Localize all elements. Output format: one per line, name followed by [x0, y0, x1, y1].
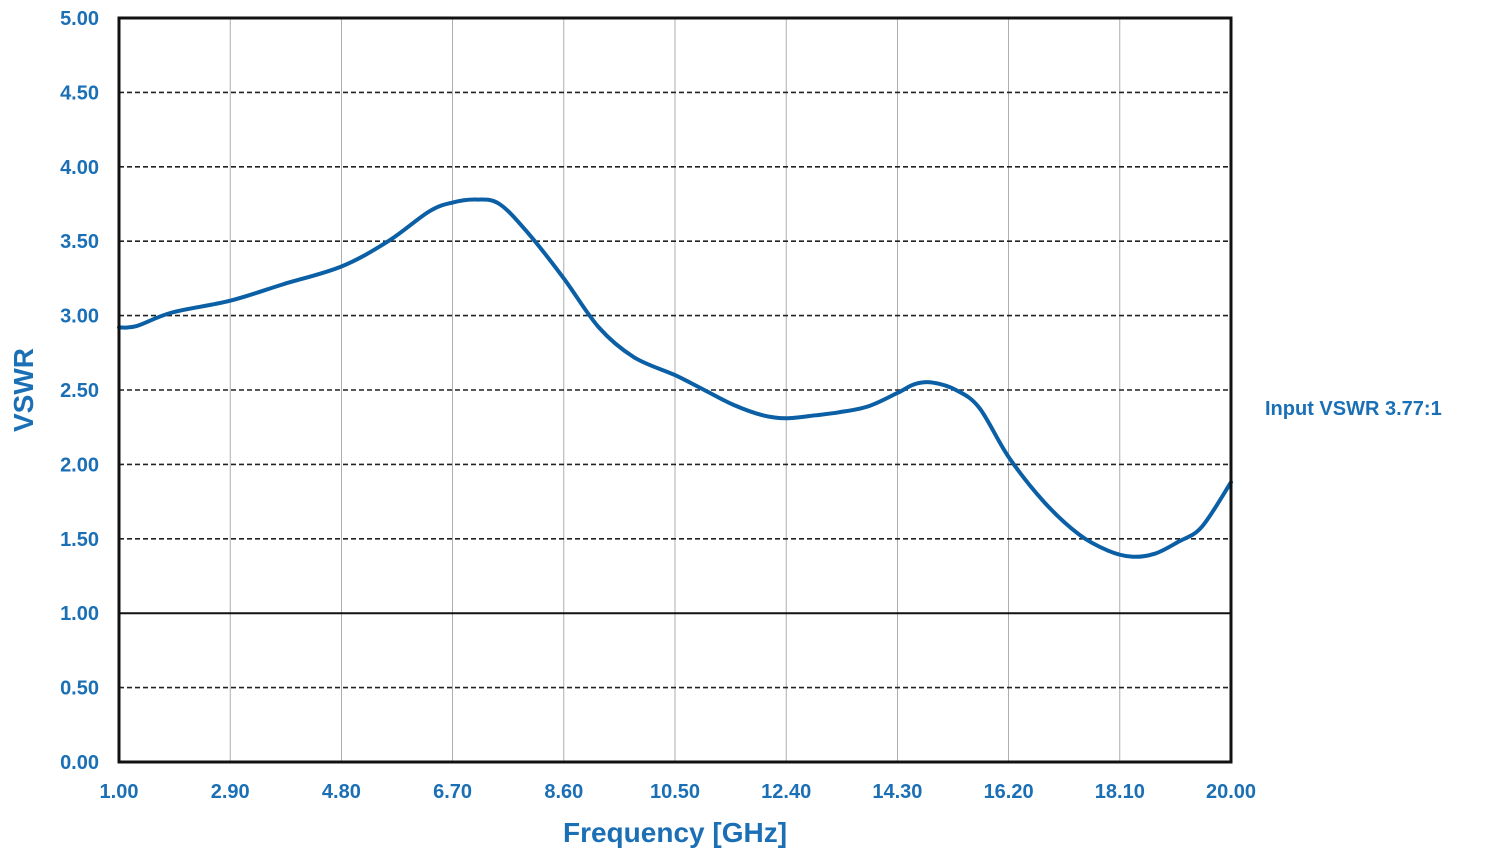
x-tick-labels: 1.00 2.90 4.80 6.70 8.60 10.50 12.40 14.30 16.20…	[100, 781, 1257, 803]
y-tick-label: 2.50	[60, 380, 99, 402]
y-tick-labels: 0.00 0.50 1.00 1.50 2.00 2.50 3.00 3.50 4.00 4.50…	[60, 8, 99, 774]
y-tick-label: 0.00	[60, 752, 99, 774]
series-layer	[117, 197, 1233, 559]
plot-frame	[117, 16, 1233, 764]
y-tick-label: 1.50	[60, 529, 99, 551]
grid-lines	[119, 18, 1231, 762]
y-tick-label: 3.50	[60, 231, 99, 253]
x-axis-title: Frequency [GHz]	[563, 817, 787, 848]
y-tick-label: 4.00	[60, 157, 99, 179]
y-tick-label: 0.50	[60, 678, 99, 700]
y-tick-label: 5.00	[60, 8, 99, 30]
y-tick-label: 1.00	[60, 603, 99, 625]
x-tick-label: 10.50	[650, 781, 700, 803]
x-tick-label: 6.70	[433, 781, 472, 803]
x-tick-label: 14.30	[872, 781, 922, 803]
y-tick-label: 3.00	[60, 306, 99, 328]
x-tick-label: 18.10	[1095, 781, 1145, 803]
chart-annotation: Input VSWR 3.77:1	[1265, 398, 1442, 420]
y-tick-label: 2.00	[60, 454, 99, 476]
y-tick-label: 4.50	[60, 82, 99, 104]
plot-frame-layer	[117, 16, 1233, 764]
x-tick-label: 1.00	[100, 781, 139, 803]
x-tick-label: 4.80	[322, 781, 361, 803]
y-axis-title: VSWR	[8, 348, 39, 432]
vswr-series-line	[117, 197, 1233, 559]
x-tick-label: 2.90	[211, 781, 250, 803]
x-tick-label: 20.00	[1206, 781, 1256, 803]
x-tick-label: 12.40	[761, 781, 811, 803]
x-tick-label: 16.20	[984, 781, 1034, 803]
x-tick-label: 8.60	[544, 781, 583, 803]
